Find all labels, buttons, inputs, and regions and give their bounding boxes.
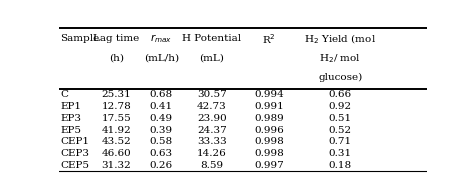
- Text: glucose): glucose): [318, 73, 363, 82]
- Text: CEP3: CEP3: [60, 149, 90, 158]
- Text: H$_2$ Yield (mol: H$_2$ Yield (mol: [304, 32, 376, 46]
- Text: 41.92: 41.92: [101, 126, 131, 135]
- Text: H Potential: H Potential: [182, 34, 241, 43]
- Text: 0.71: 0.71: [328, 137, 352, 146]
- Text: (h): (h): [109, 54, 124, 63]
- Text: 8.59: 8.59: [200, 161, 223, 170]
- Text: 0.92: 0.92: [328, 102, 352, 111]
- Text: H$_2$/ mol: H$_2$/ mol: [319, 52, 361, 65]
- Text: 0.31: 0.31: [328, 149, 352, 158]
- Text: 0.994: 0.994: [255, 90, 284, 99]
- Text: 23.90: 23.90: [197, 114, 227, 123]
- Text: 33.33: 33.33: [197, 137, 227, 146]
- Text: 0.18: 0.18: [328, 161, 352, 170]
- Text: 0.998: 0.998: [255, 149, 284, 158]
- Text: 17.55: 17.55: [101, 114, 131, 123]
- Text: Sample: Sample: [60, 34, 100, 43]
- Text: 12.78: 12.78: [101, 102, 131, 111]
- Text: Lag time: Lag time: [93, 34, 139, 43]
- Text: EP1: EP1: [60, 102, 82, 111]
- Text: C: C: [60, 90, 68, 99]
- Text: $r_{max}$: $r_{max}$: [150, 32, 173, 45]
- Text: 14.26: 14.26: [197, 149, 227, 158]
- Text: 0.66: 0.66: [328, 90, 352, 99]
- Text: EP5: EP5: [60, 126, 82, 135]
- Text: 0.998: 0.998: [255, 137, 284, 146]
- Text: 43.52: 43.52: [101, 137, 131, 146]
- Text: 0.52: 0.52: [328, 126, 352, 135]
- Text: 25.31: 25.31: [101, 90, 131, 99]
- Text: 0.49: 0.49: [150, 114, 173, 123]
- Text: 0.991: 0.991: [255, 102, 284, 111]
- Text: 0.26: 0.26: [150, 161, 173, 170]
- Text: 0.39: 0.39: [150, 126, 173, 135]
- Text: R$^2$: R$^2$: [263, 32, 276, 46]
- Text: 24.37: 24.37: [197, 126, 227, 135]
- Text: 0.68: 0.68: [150, 90, 173, 99]
- Text: 42.73: 42.73: [197, 102, 227, 111]
- Text: (mL/h): (mL/h): [144, 54, 179, 63]
- Text: 0.58: 0.58: [150, 137, 173, 146]
- Text: 46.60: 46.60: [101, 149, 131, 158]
- Text: 0.63: 0.63: [150, 149, 173, 158]
- Text: EP3: EP3: [60, 114, 82, 123]
- Text: 30.57: 30.57: [197, 90, 227, 99]
- Text: CEP1: CEP1: [60, 137, 90, 146]
- Text: 0.997: 0.997: [255, 161, 284, 170]
- Text: 0.41: 0.41: [150, 102, 173, 111]
- Text: (mL): (mL): [199, 54, 224, 63]
- Text: 31.32: 31.32: [101, 161, 131, 170]
- Text: 0.989: 0.989: [255, 114, 284, 123]
- Text: 0.51: 0.51: [328, 114, 352, 123]
- Text: CEP5: CEP5: [60, 161, 90, 170]
- Text: 0.996: 0.996: [255, 126, 284, 135]
